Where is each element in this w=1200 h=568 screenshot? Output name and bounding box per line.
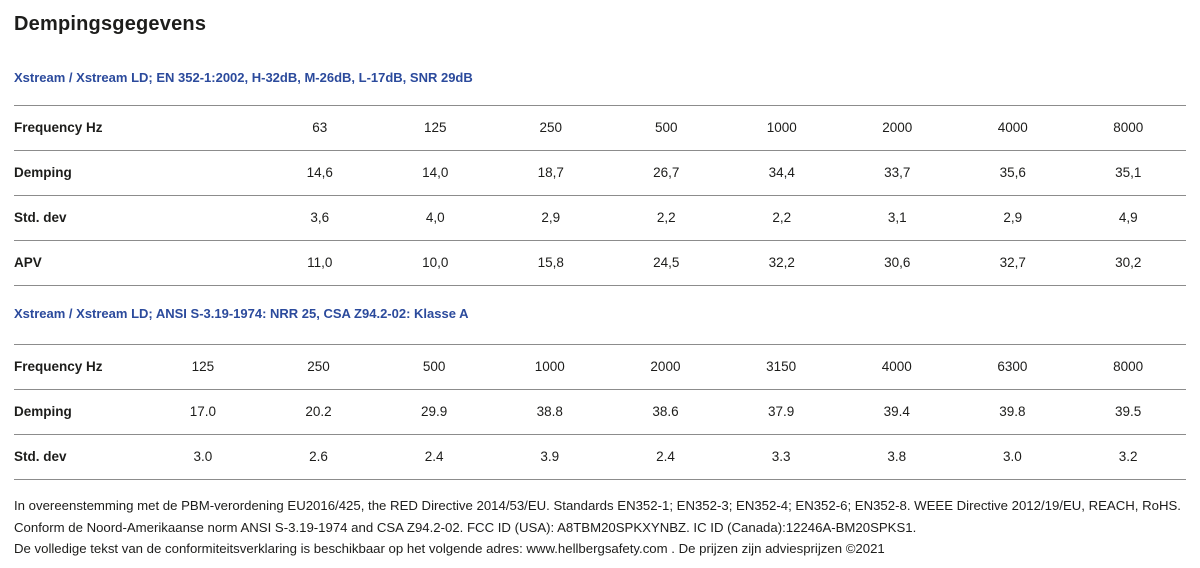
- table-cell: 18,7: [537, 165, 564, 180]
- table-cell: 38.8: [536, 404, 563, 419]
- table-cell: 2.4: [424, 449, 444, 464]
- table-cell: 26,7: [653, 165, 680, 180]
- table-cell: 250: [539, 120, 563, 135]
- row-label: Std. dev: [14, 210, 67, 225]
- table-cell: 2.6: [309, 449, 328, 464]
- compliance-footer: In overeenstemming met de PBM-verordenin…: [14, 495, 1186, 560]
- table-row: APV 11,0 10,0 15,8 24,5 32,2 30,6 32,7 30,2: [14, 240, 1186, 286]
- table-cell: 2,9: [1003, 210, 1023, 225]
- table-cell: 3.0: [193, 449, 213, 464]
- compliance-line-doc: De volledige tekst van de conformiteitsv…: [14, 541, 885, 556]
- row-label: Std. dev: [14, 449, 67, 464]
- table-caption-ansi: Xstream / Xstream LD; ANSI S-3.19-1974: …: [14, 306, 469, 321]
- table-cell: 250: [307, 359, 330, 374]
- table-row: Std. dev 3,6 4,0 2,9 2,2 2,2 3,1 2,9 4,9: [14, 195, 1186, 241]
- table-cell: 8000: [1113, 120, 1144, 135]
- table-row: Frequency Hz 63 125 250 500 1000 2000 4000 8000: [14, 105, 1186, 151]
- table-cell: 20.2: [305, 404, 332, 419]
- table-cell: 500: [654, 120, 678, 135]
- attenuation-table-en352: Frequency Hz 63 125 250 500 1000 2000 4000 8000 D…: [14, 105, 1186, 286]
- table-cell: 3,6: [310, 210, 330, 225]
- compliance-line-na: Conform de Noord-Amerikaanse norm ANSI S…: [14, 519, 917, 535]
- table-cell: 35,6: [999, 165, 1026, 180]
- table-cell: 2000: [650, 359, 681, 374]
- table-cell: 4,0: [425, 210, 445, 225]
- table-cell: 2.4: [656, 449, 675, 464]
- table-cell: 2,2: [656, 210, 676, 225]
- table-cell: 3.3: [771, 449, 791, 464]
- table-cell: 3.8: [887, 449, 907, 464]
- table-cell: 14,6: [306, 165, 333, 180]
- table-section-ansi: Xstream / Xstream LD; ANSI S-3.19-1974: …: [14, 306, 1186, 480]
- table-cell: 4,9: [1118, 210, 1138, 225]
- table-cell: 3.2: [1118, 449, 1138, 464]
- table-cell: 33,7: [884, 165, 911, 180]
- table-cell: 29.9: [421, 404, 448, 419]
- row-label: Frequency Hz: [14, 120, 103, 135]
- table-cell: 125: [423, 120, 447, 135]
- table-cell: 3,1: [887, 210, 907, 225]
- table-cell: 14,0: [422, 165, 449, 180]
- compliance-line-eu: In overeenstemming met de PBM-verordenin…: [14, 498, 1181, 513]
- table-cell: 500: [422, 359, 446, 374]
- table-row: Demping 14,6 14,0 18,7 26,7 34,4 33,7 35,6 35,1: [14, 150, 1186, 196]
- row-label: Frequency Hz: [14, 359, 103, 374]
- table-cell: 39.5: [1114, 404, 1142, 419]
- table-cell: 38.6: [652, 404, 679, 419]
- page-title: Dempingsgegevens: [14, 13, 207, 35]
- table-cell: 1000: [766, 120, 797, 135]
- attenuation-table-ansi: Frequency Hz 125 250 500 1000 2000 3150 4000 630…: [14, 344, 1186, 480]
- table-cell: 4000: [881, 359, 912, 374]
- table-cell: 6300: [997, 359, 1028, 374]
- table-caption-en352: Xstream / Xstream LD; EN 352-1:2002, H-3…: [14, 70, 473, 85]
- table-cell: 39.4: [883, 404, 910, 419]
- table-cell: 2000: [882, 120, 913, 135]
- table-cell: 39.8: [999, 404, 1026, 419]
- table-cell: 32,7: [999, 255, 1026, 270]
- table-cell: 4000: [997, 120, 1028, 135]
- table-cell: 11,0: [307, 255, 333, 270]
- row-label: Demping: [14, 165, 72, 180]
- table-cell: 2,9: [541, 210, 561, 225]
- table-cell: 24,5: [653, 255, 680, 270]
- table-row: Std. dev 3.0 2.6 2.4 3.9 2.4 3.3 3.8 3.0 3.2: [14, 434, 1186, 480]
- table-cell: 34,4: [768, 165, 795, 180]
- table-cell: 10,0: [422, 255, 449, 270]
- row-label: Demping: [14, 404, 72, 419]
- table-cell: 15,8: [537, 255, 564, 270]
- table-cell: 3.9: [540, 449, 560, 464]
- table-row: Frequency Hz 125 250 500 1000 2000 3150 4000 630…: [14, 344, 1186, 390]
- table-cell: 3.0: [1003, 449, 1022, 464]
- table-cell: 32,2: [768, 255, 795, 270]
- table-cell: 3150: [766, 359, 797, 374]
- table-cell: 8000: [1113, 359, 1144, 374]
- table-cell: 30,6: [884, 255, 911, 270]
- table-cell: 1000: [534, 359, 565, 374]
- table-row: Demping 17.0 20.2 29.9 38.8 38.6 37.9 39.4 39.8 3…: [14, 389, 1186, 435]
- row-label: APV: [14, 255, 42, 270]
- table-cell: 63: [312, 120, 328, 135]
- table-section-en352: Xstream / Xstream LD; EN 352-1:2002, H-3…: [14, 70, 1186, 286]
- table-cell: 125: [191, 359, 215, 374]
- table-cell: 37.9: [767, 404, 795, 419]
- table-cell: 35,1: [1115, 165, 1142, 180]
- table-cell: 30,2: [1115, 255, 1142, 270]
- table-cell: 2,2: [772, 210, 792, 225]
- table-cell: 17.0: [189, 404, 216, 419]
